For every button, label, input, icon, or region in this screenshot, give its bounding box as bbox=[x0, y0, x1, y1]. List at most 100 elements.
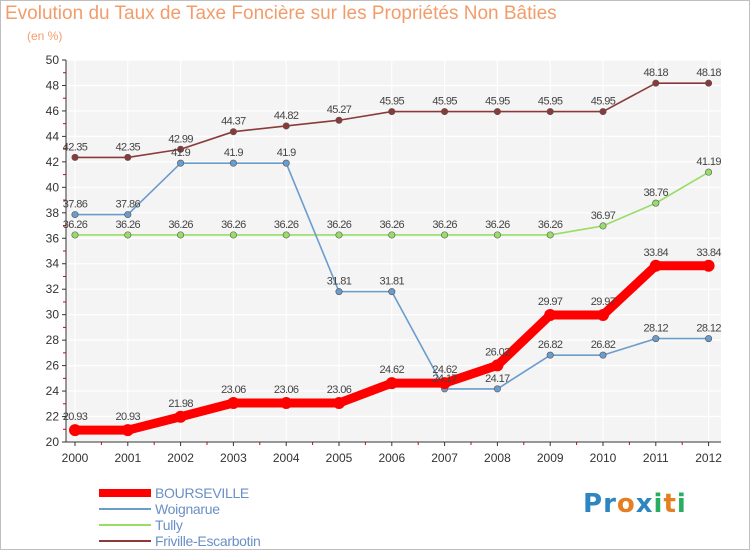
x-tick-label: 2010 bbox=[590, 451, 617, 465]
data-label: 26.82 bbox=[538, 339, 563, 351]
y-tick-label: 32 bbox=[46, 282, 60, 296]
y-tick-label: 44 bbox=[46, 129, 60, 143]
data-label: 31.81 bbox=[327, 276, 352, 288]
y-tick-label: 22 bbox=[46, 410, 60, 424]
data-point bbox=[177, 145, 185, 153]
x-tick-label: 2007 bbox=[431, 451, 458, 465]
x-tick-label: 2001 bbox=[114, 451, 141, 465]
data-label: 28.12 bbox=[644, 323, 669, 335]
data-point bbox=[493, 231, 501, 239]
data-label: 48.18 bbox=[696, 67, 721, 79]
data-point bbox=[385, 377, 398, 390]
logo-letter: i bbox=[676, 489, 687, 519]
data-point bbox=[177, 159, 185, 167]
legend-label: Tully bbox=[155, 517, 183, 533]
data-label: 41.19 bbox=[696, 156, 721, 168]
data-label: 24.17 bbox=[432, 373, 457, 385]
data-point bbox=[333, 397, 345, 410]
data-point bbox=[121, 424, 134, 437]
data-label: 45.95 bbox=[485, 96, 510, 108]
data-label: 36.97 bbox=[591, 210, 616, 222]
legend-item-bourseville: BOURSEVILLE bbox=[99, 485, 261, 501]
data-label: 45.27 bbox=[327, 104, 352, 116]
data-point bbox=[388, 288, 396, 296]
data-label: 20.93 bbox=[116, 411, 141, 423]
data-point bbox=[229, 128, 237, 136]
data-label: 37.86 bbox=[63, 199, 88, 211]
chart-legend: BOURSEVILLE Woignarue Tully Friville-Escarb… bbox=[99, 485, 261, 549]
data-point bbox=[124, 231, 132, 239]
logo-letter: i bbox=[653, 489, 664, 519]
data-label: 24.62 bbox=[380, 364, 405, 376]
data-point bbox=[388, 108, 396, 116]
data-label: 33.84 bbox=[644, 247, 669, 259]
data-point bbox=[652, 335, 660, 343]
x-tick-label: 2011 bbox=[643, 451, 669, 465]
data-label: 23.06 bbox=[327, 384, 352, 396]
data-point bbox=[702, 259, 715, 272]
legend-label: Woignarue bbox=[155, 501, 220, 517]
data-label: 36.26 bbox=[432, 219, 457, 231]
data-point bbox=[597, 309, 609, 322]
chart-title: Evolution du Taux de Taxe Foncière sur l… bbox=[5, 3, 557, 24]
y-tick-label: 50 bbox=[46, 53, 60, 67]
data-point bbox=[174, 410, 187, 423]
y-tick-label: 26 bbox=[46, 359, 60, 373]
data-label: 23.06 bbox=[221, 384, 246, 396]
data-label: 45.95 bbox=[432, 96, 457, 108]
data-point bbox=[546, 108, 554, 116]
data-label: 23.06 bbox=[274, 384, 299, 396]
data-label: 36.26 bbox=[116, 219, 141, 231]
data-point bbox=[229, 159, 237, 167]
data-label: 36.26 bbox=[63, 219, 88, 231]
data-label: 26.02 bbox=[485, 346, 510, 358]
x-tick-label: 2008 bbox=[484, 451, 511, 465]
x-tick-label: 2000 bbox=[62, 451, 89, 465]
legend-swatch bbox=[99, 489, 151, 497]
data-point bbox=[280, 397, 293, 410]
data-label: 41.9 bbox=[277, 147, 296, 159]
data-point bbox=[229, 231, 237, 239]
legend-swatch bbox=[99, 540, 151, 542]
data-point bbox=[599, 351, 607, 359]
data-label: 38.76 bbox=[644, 187, 669, 199]
data-label: 37.86 bbox=[116, 199, 141, 211]
logo-letter: r bbox=[603, 489, 617, 519]
x-tick-label: 2012 bbox=[695, 451, 722, 465]
x-tick-label: 2005 bbox=[326, 451, 353, 465]
x-tick-label: 2009 bbox=[537, 451, 564, 465]
data-label: 24.62 bbox=[432, 364, 457, 376]
data-label: 44.82 bbox=[274, 110, 299, 122]
data-point bbox=[599, 108, 607, 116]
data-point bbox=[438, 377, 451, 390]
data-point bbox=[71, 231, 79, 239]
data-label: 21.98 bbox=[168, 398, 193, 410]
data-label: 45.95 bbox=[380, 96, 405, 108]
data-point bbox=[227, 397, 240, 410]
data-point bbox=[282, 159, 290, 167]
data-point bbox=[705, 168, 713, 176]
y-tick-label: 38 bbox=[46, 206, 60, 220]
data-label: 36.26 bbox=[538, 219, 563, 231]
data-point bbox=[177, 231, 185, 239]
chart-subtitle: (en %) bbox=[27, 29, 63, 43]
data-point bbox=[491, 359, 504, 372]
data-label: 20.93 bbox=[63, 411, 88, 423]
y-tick-label: 34 bbox=[46, 257, 60, 271]
data-label: 36.26 bbox=[380, 219, 405, 231]
data-point bbox=[546, 351, 554, 359]
data-label: 45.95 bbox=[538, 96, 563, 108]
data-point bbox=[335, 288, 343, 296]
data-point bbox=[69, 424, 81, 437]
y-tick-label: 20 bbox=[46, 435, 60, 449]
legend-item-tully: Tully bbox=[99, 517, 261, 533]
logo-letter: P bbox=[583, 489, 604, 519]
y-tick-label: 40 bbox=[46, 180, 60, 194]
data-label: 42.35 bbox=[116, 141, 141, 153]
data-point bbox=[599, 222, 607, 230]
data-label: 45.95 bbox=[591, 96, 616, 108]
data-label: 44.37 bbox=[221, 116, 246, 128]
proxiti-logo: Proxiti bbox=[583, 489, 687, 519]
